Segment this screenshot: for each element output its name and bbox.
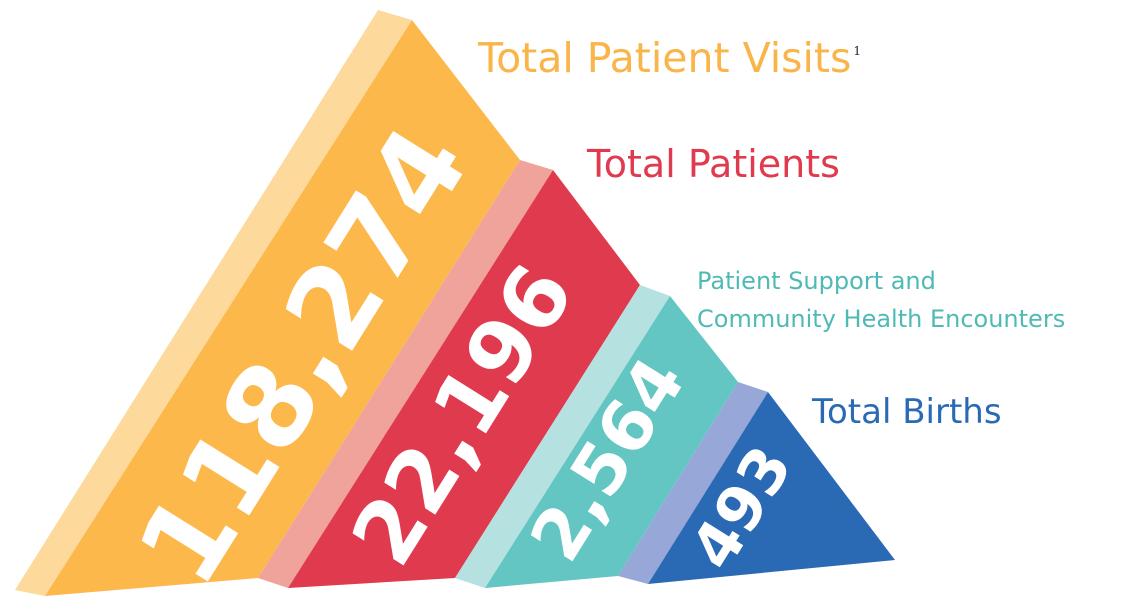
segment-side-face — [258, 160, 553, 588]
segment-front-face — [45, 20, 520, 596]
label-line: Community Health Encounters — [697, 305, 1066, 333]
label-total-patient-visits: Total Patient Visits 1 — [478, 34, 861, 82]
label-text: Total Patient Visits — [478, 34, 852, 82]
segment-patient-support: 2,564 — [455, 285, 738, 588]
segment-side-face — [15, 10, 412, 596]
label-total-patients: Total Patients — [587, 142, 840, 186]
label-line: Patient Support and — [697, 267, 936, 295]
segment-front-face — [648, 392, 895, 584]
label-total-births: Total Births — [812, 392, 1002, 432]
segment-front-face — [288, 170, 640, 588]
segment-total-births: 493 — [618, 382, 895, 584]
segment-side-face — [618, 382, 768, 584]
label-patient-support: Patient Support and Community Health Enc… — [697, 262, 1065, 338]
footnote-marker: 1 — [853, 44, 861, 58]
segment-side-face — [455, 285, 670, 588]
segment-front-face — [485, 296, 738, 588]
